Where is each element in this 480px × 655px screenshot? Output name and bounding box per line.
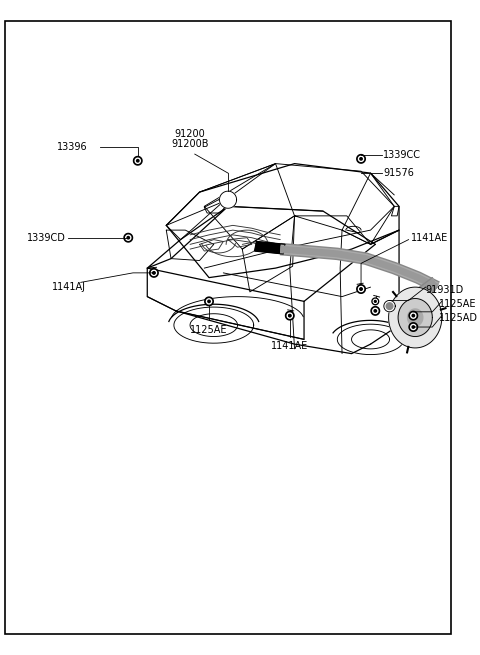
Polygon shape [386, 303, 393, 309]
Polygon shape [286, 311, 294, 320]
Polygon shape [288, 314, 291, 317]
Polygon shape [373, 299, 377, 303]
Text: 1125AE: 1125AE [439, 299, 477, 309]
Polygon shape [409, 311, 418, 320]
Text: 1125AD: 1125AD [439, 313, 478, 323]
Text: 1141AJ: 1141AJ [52, 282, 86, 292]
Polygon shape [289, 314, 291, 316]
Text: 1339CD: 1339CD [26, 233, 65, 243]
Text: 1141AE: 1141AE [410, 233, 448, 243]
Polygon shape [151, 270, 157, 276]
Polygon shape [384, 301, 395, 312]
Text: 91200
91200B: 91200 91200B [171, 128, 209, 149]
Polygon shape [288, 314, 292, 318]
Polygon shape [357, 285, 365, 293]
Polygon shape [153, 272, 155, 274]
Polygon shape [413, 278, 437, 306]
Polygon shape [374, 301, 376, 303]
Polygon shape [411, 324, 416, 329]
Polygon shape [219, 191, 237, 208]
Polygon shape [389, 287, 442, 348]
Polygon shape [373, 309, 378, 314]
Polygon shape [360, 158, 362, 160]
Polygon shape [359, 287, 363, 291]
Polygon shape [150, 269, 158, 277]
Polygon shape [360, 288, 362, 290]
Polygon shape [412, 314, 415, 317]
Polygon shape [151, 271, 156, 276]
Polygon shape [254, 242, 285, 254]
Text: 91576: 91576 [383, 168, 414, 178]
Polygon shape [411, 313, 416, 318]
Polygon shape [287, 313, 292, 318]
Polygon shape [412, 326, 415, 328]
Polygon shape [372, 298, 379, 305]
Polygon shape [135, 159, 140, 163]
Text: 1125AE: 1125AE [190, 325, 228, 335]
Polygon shape [408, 309, 423, 326]
Polygon shape [359, 286, 364, 291]
Polygon shape [409, 323, 418, 331]
Polygon shape [374, 310, 376, 312]
Polygon shape [205, 297, 213, 306]
Polygon shape [359, 157, 364, 161]
Polygon shape [137, 160, 139, 162]
Polygon shape [133, 157, 142, 165]
Polygon shape [206, 299, 212, 304]
Polygon shape [398, 299, 432, 337]
Polygon shape [208, 300, 210, 303]
Text: 1339CC: 1339CC [383, 150, 421, 160]
Polygon shape [152, 271, 156, 275]
Polygon shape [126, 235, 131, 240]
Text: 91931D: 91931D [426, 285, 464, 295]
Text: 13396: 13396 [57, 141, 88, 151]
Polygon shape [153, 272, 155, 274]
Text: 1141AE: 1141AE [271, 341, 309, 351]
Polygon shape [371, 307, 380, 315]
Polygon shape [124, 233, 132, 242]
Polygon shape [360, 288, 362, 290]
Polygon shape [287, 312, 293, 319]
Polygon shape [357, 155, 365, 163]
Polygon shape [358, 286, 364, 292]
Polygon shape [127, 236, 130, 239]
